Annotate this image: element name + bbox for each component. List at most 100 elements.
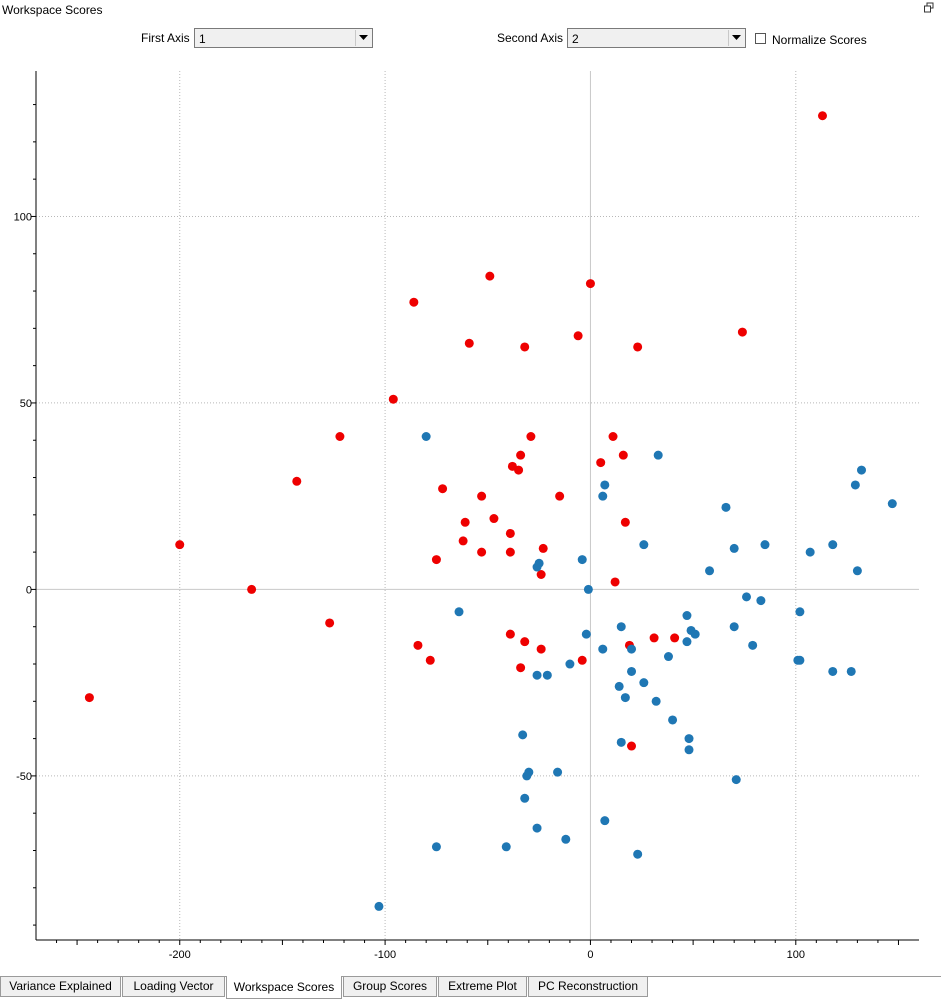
data-point [828, 540, 838, 550]
data-point [651, 696, 661, 706]
tab-bar: Variance Explained Loading Vector Worksp… [0, 976, 941, 1000]
second-axis-select[interactable]: 2 [567, 28, 746, 48]
data-point [795, 655, 805, 665]
tab-extreme-plot[interactable]: Extreme Plot [438, 977, 527, 997]
data-point [516, 663, 526, 673]
data-point [627, 644, 637, 654]
data-point [583, 584, 593, 594]
data-point [627, 666, 637, 676]
data-point [505, 528, 515, 538]
chevron-down-icon[interactable] [355, 30, 371, 46]
data-point [431, 555, 441, 565]
data-point [748, 640, 758, 650]
data-point [454, 607, 464, 617]
data-point [805, 547, 815, 557]
data-point [522, 771, 532, 781]
y-tick-label: 100 [14, 211, 32, 223]
data-point [616, 622, 626, 632]
normalize-scores-checkbox[interactable] [755, 33, 766, 44]
data-point [756, 596, 766, 606]
data-point [325, 618, 335, 628]
data-point [413, 640, 423, 650]
y-tick-label: 0 [26, 584, 32, 596]
data-point [431, 842, 441, 852]
data-point [577, 655, 587, 665]
data-point [639, 540, 649, 550]
data-point [627, 741, 637, 751]
tab-workspace-scores[interactable]: Workspace Scores [226, 976, 342, 999]
data-point [520, 637, 530, 647]
data-point [620, 693, 630, 703]
data-point [705, 566, 715, 576]
chevron-down-icon[interactable] [728, 30, 744, 46]
data-point [409, 297, 419, 307]
tab-pc-reconstruction[interactable]: PC Reconstruction [528, 977, 648, 997]
second-axis-label: Second Axis [497, 31, 564, 45]
axis-controls: First Axis 1 Second Axis 2 Normalize Sco… [0, 26, 941, 52]
data-point [670, 633, 680, 643]
data-point [729, 543, 739, 553]
data-point [542, 670, 552, 680]
tab-group-scores[interactable]: Group Scores [343, 977, 437, 997]
data-point [505, 547, 515, 557]
data-point [421, 432, 431, 442]
data-point [538, 543, 548, 553]
data-point [620, 517, 630, 527]
data-point [600, 480, 610, 490]
data-point [721, 502, 731, 512]
first-axis-value: 1 [199, 32, 206, 46]
data-point [518, 730, 528, 740]
data-point [573, 331, 583, 341]
data-point [850, 480, 860, 490]
data-point [731, 775, 741, 785]
data-point [846, 666, 856, 676]
y-tick-label: 50 [20, 398, 32, 410]
scores-scatter-plot[interactable]: -200 -100 0 100 -50 0 50 100 [0, 56, 941, 972]
x-tick-label: -200 [169, 949, 191, 961]
first-axis-select[interactable]: 1 [194, 28, 373, 48]
data-point [817, 111, 827, 121]
data-point [598, 491, 608, 501]
tab-loading-vector[interactable]: Loading Vector [122, 977, 225, 997]
data-point [682, 637, 692, 647]
data-point [532, 823, 542, 833]
data-point [374, 901, 384, 911]
data-point [633, 849, 643, 859]
data-point [477, 491, 487, 501]
data-point [596, 458, 606, 468]
data-point [737, 327, 747, 337]
data-point [561, 834, 571, 844]
data-point [684, 745, 694, 755]
data-point [532, 670, 542, 680]
data-point [565, 659, 575, 669]
data-point [514, 465, 524, 475]
x-tick-label: -100 [374, 949, 396, 961]
restore-window-icon[interactable] [923, 2, 935, 14]
data-point [585, 279, 595, 289]
data-point [520, 342, 530, 352]
data-point [460, 517, 470, 527]
data-point [438, 484, 448, 494]
tab-variance-explained[interactable]: Variance Explained [0, 977, 121, 997]
data-point [464, 338, 474, 348]
data-point [553, 767, 563, 777]
first-axis-label: First Axis [141, 31, 190, 45]
data-point [292, 476, 302, 486]
data-point [649, 633, 659, 643]
data-point [489, 514, 499, 524]
data-point [690, 629, 700, 639]
data-point [614, 681, 624, 691]
series-1 [374, 432, 897, 911]
second-axis-value: 2 [572, 32, 579, 46]
data-point [663, 652, 673, 662]
data-point [600, 816, 610, 826]
data-point [682, 611, 692, 621]
data-point [536, 644, 546, 654]
data-point [84, 693, 94, 703]
data-point [887, 499, 897, 509]
data-point [581, 629, 591, 639]
y-tick-label: -50 [16, 771, 32, 783]
data-point [532, 562, 542, 572]
data-point [857, 465, 867, 475]
data-point [616, 737, 626, 747]
